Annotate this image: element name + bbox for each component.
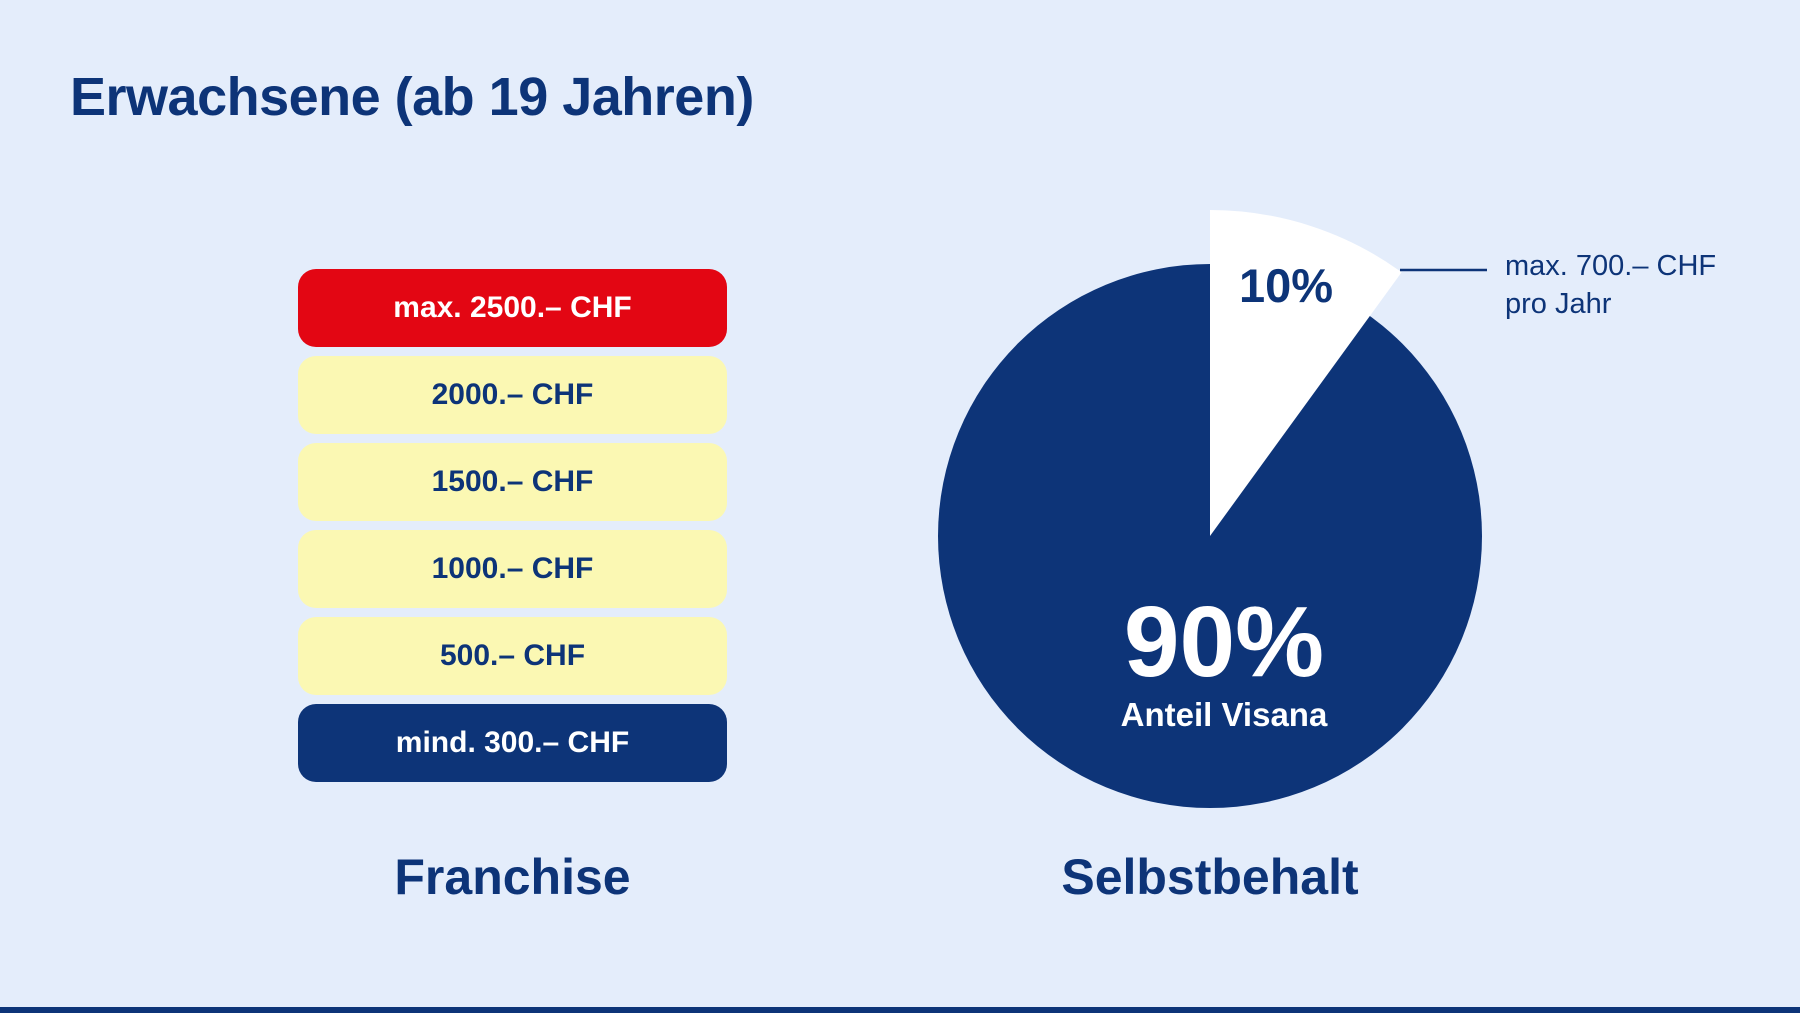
selbstbehalt-pie-chart xyxy=(938,210,1487,808)
page-title: Erwachsene (ab 19 Jahren) xyxy=(70,67,754,127)
franchise-bar-label: 2000.– CHF xyxy=(431,378,594,411)
franchise-caption: Franchise xyxy=(394,849,631,905)
franchise-bar-label: 500.– CHF xyxy=(439,639,586,672)
franchise-bar-1000: 1000.– CHF xyxy=(298,530,727,608)
bottom-divider-strip xyxy=(0,1007,1800,1013)
franchise-bar-label: 1000.– CHF xyxy=(431,552,594,585)
pie-slice-10 xyxy=(1210,210,1402,536)
pie-slice-90-percentage: 90% xyxy=(1123,586,1325,698)
franchise-bar-label: max. 2500.– CHF xyxy=(393,291,632,324)
franchise-bar-max-2500: max. 2500.– CHF xyxy=(298,269,727,347)
franchise-bar-2000: 2000.– CHF xyxy=(298,356,727,434)
pie-slice-10-percentage: 10% xyxy=(1238,259,1334,312)
pie-annotation: max. 700.– CHF pro Jahr xyxy=(1505,247,1716,323)
franchise-bar-500: 500.– CHF xyxy=(298,617,727,695)
selbstbehalt-caption: Selbstbehalt xyxy=(1061,849,1359,905)
franchise-bar-group: max. 2500.– CHF 2000.– CHF 1500.– CHF 10… xyxy=(298,269,727,791)
franchise-bar-label: mind. 300.– CHF xyxy=(395,726,630,759)
pie-slice-90-label: Anteil Visana xyxy=(1120,696,1328,733)
franchise-bar-1500: 1500.– CHF xyxy=(298,443,727,521)
franchise-bar-label: 1500.– CHF xyxy=(431,465,594,498)
pie-annotation-line2: pro Jahr xyxy=(1505,288,1612,320)
franchise-bar-mind-300: mind. 300.– CHF xyxy=(298,704,727,782)
pie-annotation-line1: max. 700.– CHF xyxy=(1505,250,1717,282)
